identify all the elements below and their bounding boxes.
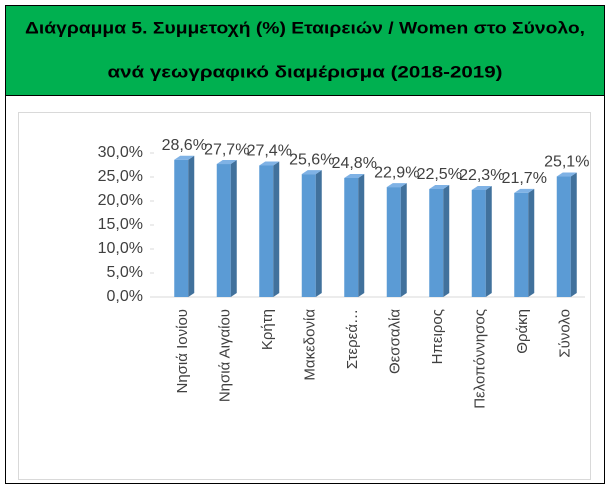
y-tick-label: 0,0%: [107, 288, 143, 305]
bar-top: [174, 155, 195, 160]
bar-side: [358, 173, 365, 297]
chart-frame: [18, 112, 591, 480]
bar: [471, 185, 492, 297]
bar-front: [429, 189, 444, 297]
bar-side: [528, 188, 535, 297]
bar-side: [188, 155, 195, 297]
bar: [344, 173, 365, 297]
data-label: 22,3%: [459, 167, 504, 184]
bar: [174, 155, 195, 297]
data-label: 28,6%: [162, 137, 207, 154]
y-tick-label: 20,0%: [98, 192, 143, 209]
x-tick-label: Νησιά Αιγαίου: [217, 309, 234, 402]
data-label: 25,1%: [544, 154, 589, 171]
data-label: 22,9%: [374, 164, 419, 181]
bar-front: [556, 176, 571, 297]
bar: [301, 170, 322, 297]
x-tick-label: Κρήτη: [259, 309, 276, 350]
data-label: 25,6%: [289, 151, 334, 168]
y-tick-label: 5,0%: [107, 264, 143, 281]
data-label: 27,7%: [204, 141, 249, 158]
y-tick-label: 30,0%: [98, 144, 143, 161]
title-line: Διάγραμμα 5. Συμμετοχή (%) Εταιρειών / W…: [25, 19, 585, 37]
bar-top: [556, 172, 577, 177]
bar: [386, 183, 407, 297]
bar-side: [443, 185, 450, 297]
data-label: 24,8%: [332, 155, 377, 172]
bar-front: [216, 164, 231, 297]
bar-side: [230, 160, 237, 297]
bar-top: [386, 183, 407, 188]
data-label: 27,4%: [247, 143, 292, 160]
bar: [429, 185, 450, 297]
bar-front: [471, 189, 486, 297]
bar-side: [485, 185, 492, 297]
x-tick-label: Σύνολο: [557, 309, 574, 358]
x-tick-label: Ηπειρος: [429, 309, 446, 364]
bar-side: [273, 161, 280, 297]
x-tick-label: Θράκη: [514, 309, 531, 354]
bar: [514, 188, 535, 297]
title-line: ανά γεωγραφικό διαμέρισμα (2018-2019): [108, 63, 503, 81]
x-tick-label: Πελοπόννησος: [472, 309, 489, 409]
bar-front: [301, 174, 316, 297]
x-tick-label: Νησιά Ιονίου: [174, 309, 191, 394]
header-band: [6, 6, 604, 95]
x-tick-label: Στερεά…: [344, 309, 361, 369]
bar-side: [315, 170, 322, 297]
bar-top: [514, 188, 535, 193]
data-label: 21,7%: [502, 170, 547, 187]
bar-front: [514, 192, 529, 297]
bar-top: [344, 173, 365, 178]
y-tick-label: 15,0%: [98, 216, 143, 233]
bar-top: [301, 170, 322, 175]
y-tick-label: 25,0%: [98, 168, 143, 185]
bar-top: [259, 161, 280, 166]
y-tick-label: 10,0%: [98, 240, 143, 257]
bar-top: [216, 160, 237, 165]
bar-side: [570, 172, 577, 297]
bar-front: [386, 187, 401, 297]
bar: [556, 172, 577, 297]
bar-top: [429, 185, 450, 189]
x-tick-label: Θεσσαλία: [387, 309, 404, 374]
bar-front: [259, 165, 274, 297]
data-label: 22,5%: [417, 166, 462, 183]
bar-top: [471, 185, 492, 190]
bar: [216, 160, 237, 297]
bar-side: [400, 183, 407, 297]
bar-front: [344, 177, 359, 297]
bar: [259, 161, 280, 297]
bar-front: [174, 159, 189, 297]
x-tick-label: Μακεδονία: [302, 309, 319, 381]
